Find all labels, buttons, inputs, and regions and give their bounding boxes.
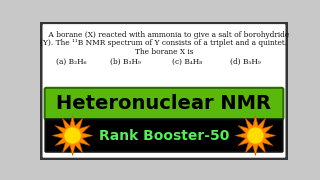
FancyBboxPatch shape (41, 22, 287, 159)
Text: (a) B₂H₆: (a) B₂H₆ (55, 58, 86, 66)
Text: Rank Booster-50: Rank Booster-50 (99, 129, 229, 143)
Text: (b) B₃H₉: (b) B₃H₉ (110, 58, 140, 66)
FancyBboxPatch shape (45, 88, 283, 119)
Text: Heteronuclear NMR: Heteronuclear NMR (57, 94, 271, 113)
FancyBboxPatch shape (45, 119, 283, 152)
Text: The borane X is: The borane X is (135, 48, 193, 56)
Text: (c) B₄H₈: (c) B₄H₈ (172, 58, 202, 66)
Text: (d) B₅H₉: (d) B₅H₉ (230, 58, 260, 66)
Text: (Y). The ¹¹B NMR spectrum of Y consists of a triplet and a quintet.: (Y). The ¹¹B NMR spectrum of Y consists … (40, 39, 288, 47)
Polygon shape (235, 116, 276, 156)
Text: A borane (X) reacted with ammonia to give a salt of borohydride: A borane (X) reacted with ammonia to giv… (39, 31, 289, 39)
Circle shape (248, 128, 263, 143)
Polygon shape (52, 116, 93, 156)
Circle shape (65, 128, 80, 143)
